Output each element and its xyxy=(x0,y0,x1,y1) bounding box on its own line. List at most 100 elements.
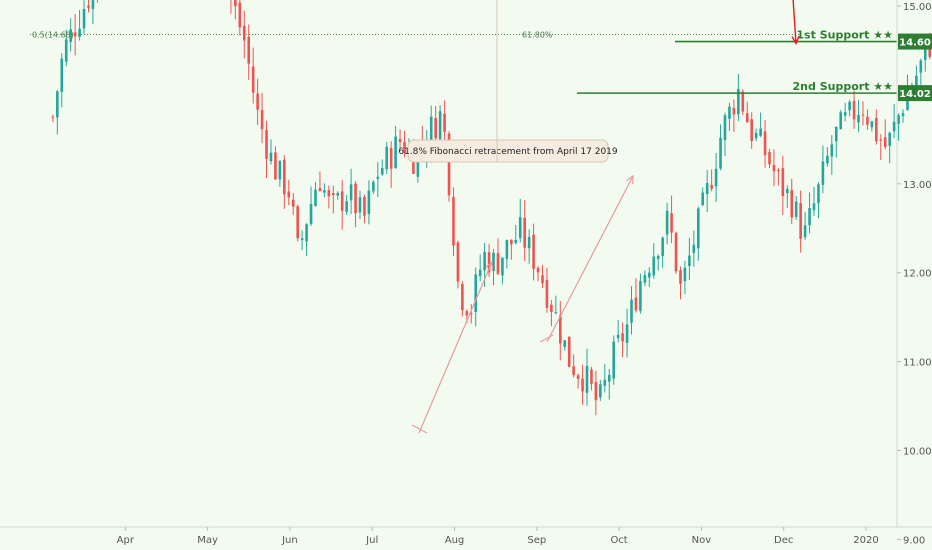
candle-body xyxy=(510,239,513,245)
candle-body xyxy=(656,256,660,259)
candle-body xyxy=(465,311,469,316)
candle-body xyxy=(358,197,362,213)
forecast-arrow-down xyxy=(792,0,797,44)
candle-body xyxy=(621,333,624,342)
candle-body xyxy=(234,0,237,7)
candle-body xyxy=(300,238,304,241)
candle-body xyxy=(558,315,562,344)
candle-body xyxy=(919,60,923,73)
candle-body xyxy=(367,190,371,214)
candle-body xyxy=(314,189,317,206)
candle-body xyxy=(843,112,847,116)
candle-body xyxy=(429,116,433,145)
candle-body xyxy=(786,188,789,194)
trend-down-segment xyxy=(411,424,428,434)
candle-body xyxy=(487,252,491,273)
candle-body xyxy=(710,185,713,189)
candle-body xyxy=(514,240,518,243)
candle-body xyxy=(737,88,740,115)
candle-body xyxy=(705,182,709,195)
fib-mid-label: 61.80% xyxy=(522,30,553,39)
candle-body xyxy=(901,113,905,117)
candle-body xyxy=(554,312,558,314)
candle-body xyxy=(883,137,887,148)
candle-body xyxy=(274,152,277,180)
candle-body xyxy=(336,193,340,196)
candle-body xyxy=(803,225,807,238)
candle-body xyxy=(777,169,780,172)
candle-body xyxy=(590,369,593,384)
candle-body xyxy=(496,253,500,274)
candle-body xyxy=(826,155,829,164)
candle-body xyxy=(372,181,375,192)
fib-annotation-box xyxy=(407,139,609,163)
candle-body xyxy=(545,279,549,308)
candle-body xyxy=(603,379,607,386)
candle-body xyxy=(91,0,95,9)
price-badge-label-2: 14.60 xyxy=(899,38,931,49)
candle-body xyxy=(688,255,691,266)
candle-body xyxy=(550,304,553,312)
candle-body xyxy=(238,2,242,28)
candle-body xyxy=(679,270,682,284)
candle-body xyxy=(376,176,380,179)
time-tick-label: May xyxy=(197,535,218,546)
candle-body xyxy=(296,206,299,239)
candle-body xyxy=(572,366,575,376)
candle-body xyxy=(349,184,353,201)
candle-body xyxy=(861,114,865,116)
price-badge-label-3: 14.02 xyxy=(899,89,931,100)
trend-arrow-up-2-head xyxy=(626,174,634,185)
candle-body xyxy=(242,25,246,41)
candle-body xyxy=(830,144,834,157)
candle-body xyxy=(897,115,900,124)
candle-body xyxy=(385,146,389,170)
candle-body xyxy=(683,267,687,282)
candle-body xyxy=(616,334,620,339)
candle-body xyxy=(287,191,291,198)
candle-body xyxy=(251,66,255,93)
candle-body xyxy=(817,184,820,204)
candle-body xyxy=(808,207,811,226)
candle-body xyxy=(340,191,344,211)
time-tick-label: Jul xyxy=(365,535,378,546)
candle-body xyxy=(875,118,878,142)
candle-body xyxy=(741,91,745,112)
candle-body xyxy=(852,100,856,120)
candle-body xyxy=(839,112,843,130)
candle-body xyxy=(661,237,664,256)
price-tick-label: 9.00 xyxy=(903,535,925,546)
candle-body xyxy=(794,201,798,217)
trend-down-segment-2 xyxy=(539,334,554,343)
candle-body xyxy=(639,281,642,311)
price-tick-label: 12.00 xyxy=(903,269,932,280)
candle-body xyxy=(652,256,656,276)
candle-body xyxy=(915,75,918,87)
candle-body xyxy=(648,272,651,278)
candle-body xyxy=(483,251,486,271)
candle-body xyxy=(576,375,580,379)
time-tick-label: 2020 xyxy=(853,535,878,546)
candle-body xyxy=(60,58,64,92)
candle-body xyxy=(492,252,495,271)
candle-body xyxy=(866,116,869,125)
candle-body xyxy=(434,118,437,139)
candle-body xyxy=(834,126,838,142)
candle-body xyxy=(380,168,384,175)
candle-body xyxy=(527,236,531,249)
candle-body xyxy=(790,190,794,218)
candle-body xyxy=(888,132,891,146)
fib-left-label: 0.5(14.68) xyxy=(32,30,74,39)
candle-body xyxy=(318,188,322,192)
candle-body xyxy=(536,267,540,273)
candle-body xyxy=(403,141,406,154)
candle-body xyxy=(763,131,767,156)
candle-body xyxy=(701,192,705,206)
candle-body xyxy=(532,234,535,269)
candle-body xyxy=(461,284,464,311)
time-tick-label: Jun xyxy=(281,535,298,546)
candle-body xyxy=(278,160,282,180)
